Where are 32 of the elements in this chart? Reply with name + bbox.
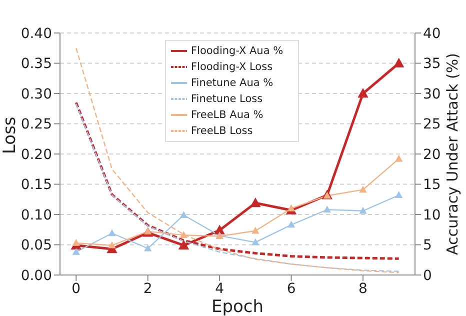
y-tick-label: 0.40 xyxy=(20,26,52,42)
x-tick-label: 8 xyxy=(358,280,368,297)
legend-label: FreeLB Aua % xyxy=(191,108,264,121)
y-tick-label: 0.30 xyxy=(20,86,52,102)
y-tick-label: 0.05 xyxy=(20,238,52,254)
y-tick-label: 0.15 xyxy=(20,177,52,194)
legend-label: Flooding-X Loss xyxy=(191,60,273,73)
y2-tick-label: 35 xyxy=(423,56,441,72)
y2-tick-label: 15 xyxy=(423,177,441,194)
y2-tick-label: 5 xyxy=(423,238,432,254)
y-tick-label: 0.20 xyxy=(20,146,52,163)
legend-label: Flooding-X Aua % xyxy=(191,44,284,57)
x-tick-label: 6 xyxy=(286,280,296,297)
x-tick-label: 0 xyxy=(72,280,81,297)
y-tick-label: 0.25 xyxy=(20,116,52,133)
y2-tick-label: 40 xyxy=(423,26,441,42)
x-axis-title: Epoch xyxy=(211,297,264,316)
y-tick-label: 0.00 xyxy=(20,268,52,284)
x-tick-label: 2 xyxy=(143,280,152,297)
y2-tick-label: 30 xyxy=(423,86,441,102)
y2-tick-label: 25 xyxy=(423,116,441,133)
legend-label: FreeLB Loss xyxy=(191,124,253,137)
y-axis-title: Loss xyxy=(0,116,20,154)
y2-axis-title: Accuracy Under Attack (%) xyxy=(443,52,462,256)
y-tick-label: 0.35 xyxy=(20,56,52,72)
y2-tick-label: 10 xyxy=(423,207,441,224)
legend-label: Finetune Loss xyxy=(191,92,263,105)
x-tick-label: 4 xyxy=(215,280,224,297)
y-tick-label: 0.10 xyxy=(20,207,52,224)
y2-tick-label: 20 xyxy=(423,146,441,163)
y2-tick-label: 0 xyxy=(423,268,432,284)
legend-label: Finetune Aua % xyxy=(191,76,274,89)
